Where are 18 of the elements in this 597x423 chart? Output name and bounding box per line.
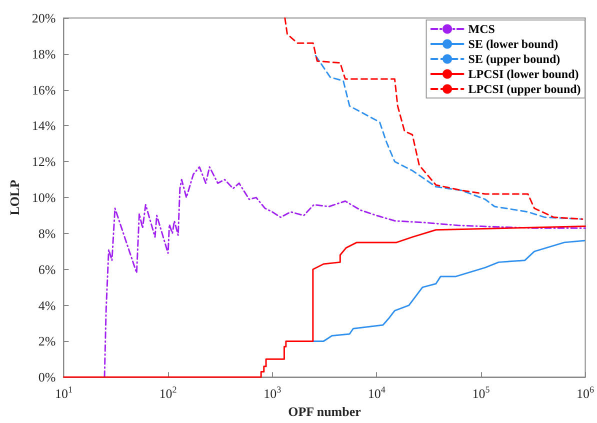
- y-tick-label: 8%: [38, 226, 56, 241]
- legend-label: SE (lower bound): [468, 37, 558, 51]
- y-tick-label: 14%: [32, 118, 56, 134]
- legend-label: MCS: [468, 22, 496, 36]
- y-tick-label: 6%: [38, 262, 56, 277]
- y-tick-label: 4%: [38, 298, 56, 313]
- y-axis-title: LOLP: [7, 180, 22, 216]
- legend-label: SE (upper bound): [468, 52, 560, 66]
- y-tick-label: 10%: [32, 190, 56, 206]
- y-tick-label: 20%: [32, 10, 56, 26]
- x-axis-title: OPF number: [288, 404, 362, 419]
- y-tick-label: 0%: [38, 370, 56, 385]
- y-tick-label: 18%: [32, 46, 56, 62]
- y-tick-label: 12%: [32, 154, 56, 170]
- legend-label: LPCSI (lower bound): [468, 67, 579, 81]
- y-tick-label: 16%: [32, 82, 56, 98]
- y-tick-label: 2%: [38, 334, 56, 349]
- legend-label: LPCSI (upper bound): [468, 82, 581, 96]
